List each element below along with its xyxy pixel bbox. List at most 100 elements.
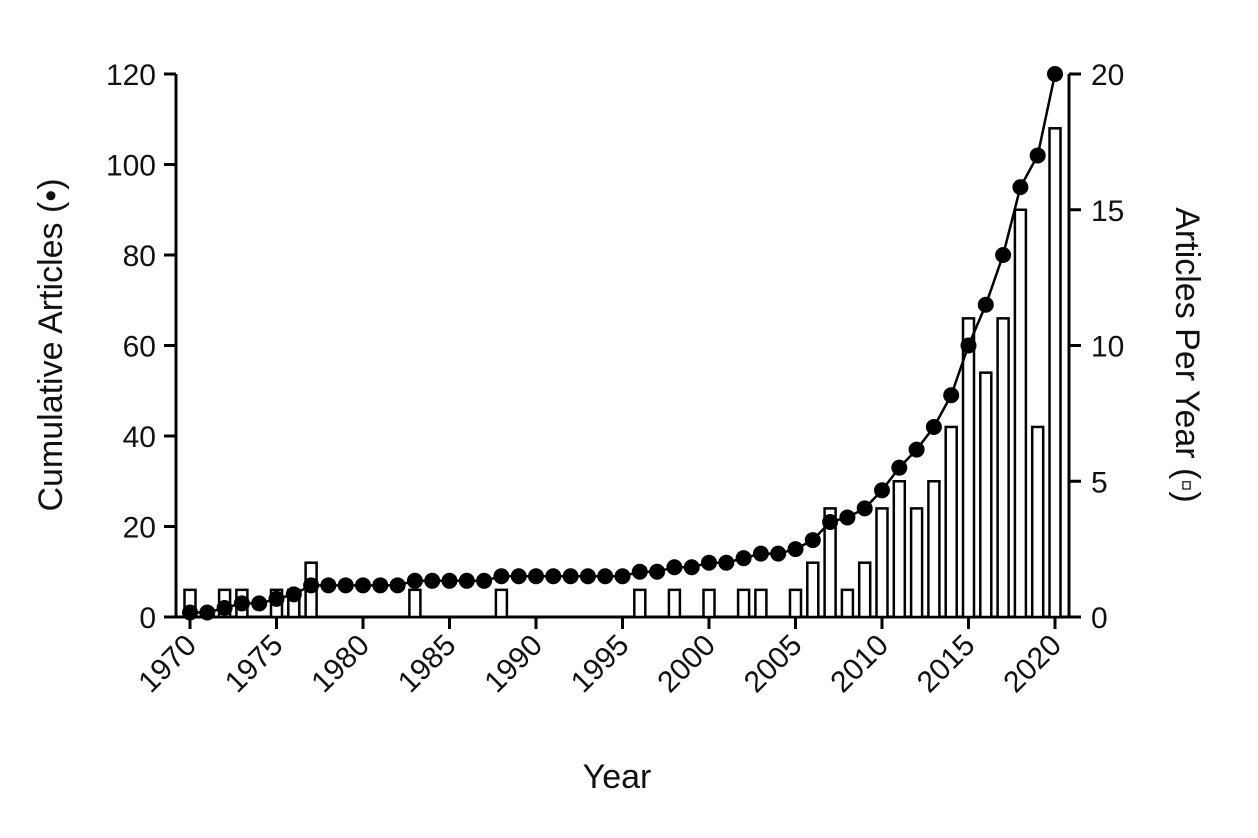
point (649, 563, 666, 580)
point (493, 568, 510, 585)
x-tick-label: 2005 (738, 629, 809, 700)
point (856, 500, 873, 517)
x-tick-label: 1995 (565, 629, 636, 700)
point (614, 568, 631, 585)
bar (754, 588, 768, 619)
bars-articles-per-year (183, 127, 1062, 619)
bar (909, 507, 924, 619)
x-tick-label: 1985 (392, 629, 463, 700)
point (908, 441, 925, 458)
point (683, 559, 700, 576)
point (770, 545, 787, 562)
bar (944, 425, 958, 619)
x-tick-label: 1975 (219, 629, 290, 700)
bar (806, 561, 820, 619)
point (458, 572, 475, 589)
point (666, 559, 683, 576)
point (268, 590, 285, 607)
point (977, 296, 994, 313)
line-cumulative-articles (182, 66, 1063, 621)
bar (736, 588, 751, 619)
bar (875, 507, 889, 619)
bar (823, 507, 837, 619)
bar (408, 588, 422, 619)
point (216, 599, 233, 616)
y-right-tick-label: 0 (1091, 602, 1108, 635)
point (562, 568, 579, 585)
point (631, 563, 648, 580)
bar (840, 588, 855, 619)
bar (979, 371, 993, 619)
point (1047, 66, 1063, 82)
bar (633, 588, 647, 619)
point (804, 532, 821, 549)
y-left-tick-label: 120 (106, 59, 156, 92)
point (285, 586, 302, 603)
point (441, 572, 458, 589)
point (839, 509, 856, 526)
point (406, 572, 423, 589)
y-right-tick-label: 5 (1091, 466, 1108, 499)
y-left-tick-label: 20 (123, 512, 156, 545)
point (787, 541, 804, 558)
bar (1048, 127, 1062, 619)
x-tick-label: 2010 (824, 629, 895, 700)
x-axis-title: Year (583, 758, 652, 796)
point (182, 604, 198, 621)
point (545, 568, 562, 585)
point (597, 568, 614, 585)
bar (996, 317, 1010, 619)
x-tick-label: 1970 (132, 629, 203, 700)
point (960, 337, 977, 354)
point (579, 568, 596, 585)
point (528, 568, 544, 585)
point (752, 545, 769, 562)
point (701, 554, 717, 571)
point (303, 577, 320, 594)
y-right-tick-label: 20 (1091, 59, 1124, 92)
bar (857, 561, 872, 619)
y-axis-title-left: Cumulative Articles (•) (32, 178, 70, 511)
bar (1030, 425, 1045, 619)
point (199, 604, 216, 621)
y-right-tick-label: 10 (1091, 331, 1124, 364)
point (233, 595, 250, 612)
point (320, 577, 337, 594)
y-left-tick-label: 80 (123, 240, 156, 273)
y-left-tick-label: 0 (139, 602, 156, 635)
point (995, 247, 1012, 263)
bar (494, 588, 509, 619)
point (510, 568, 527, 585)
point (718, 554, 735, 571)
bar (961, 317, 976, 619)
bar (892, 480, 907, 619)
axes (164, 72, 1081, 629)
point (891, 459, 908, 476)
bar (702, 588, 716, 619)
point (943, 387, 960, 404)
point (355, 577, 371, 594)
point (337, 577, 354, 594)
bar (927, 480, 941, 619)
point (874, 482, 890, 499)
point (1029, 147, 1046, 164)
point (822, 513, 839, 530)
point (372, 577, 389, 594)
x-tick-label: 2015 (911, 629, 982, 700)
cumulative-line (190, 73, 1057, 614)
point (251, 595, 268, 612)
bar (667, 588, 682, 619)
y-right-tick-label: 15 (1091, 195, 1124, 228)
point (476, 572, 493, 589)
point (925, 418, 942, 435)
y-left-tick-label: 40 (123, 421, 156, 454)
bar (788, 588, 803, 619)
x-tick-label: 2000 (651, 629, 722, 700)
point (424, 572, 441, 589)
x-tick-label: 1990 (478, 629, 549, 700)
y-left-tick-label: 100 (106, 150, 156, 183)
x-tick-label: 2020 (997, 629, 1068, 700)
y-axis-title-right: Articles Per Year (▫) (1168, 207, 1206, 503)
point (389, 577, 406, 594)
